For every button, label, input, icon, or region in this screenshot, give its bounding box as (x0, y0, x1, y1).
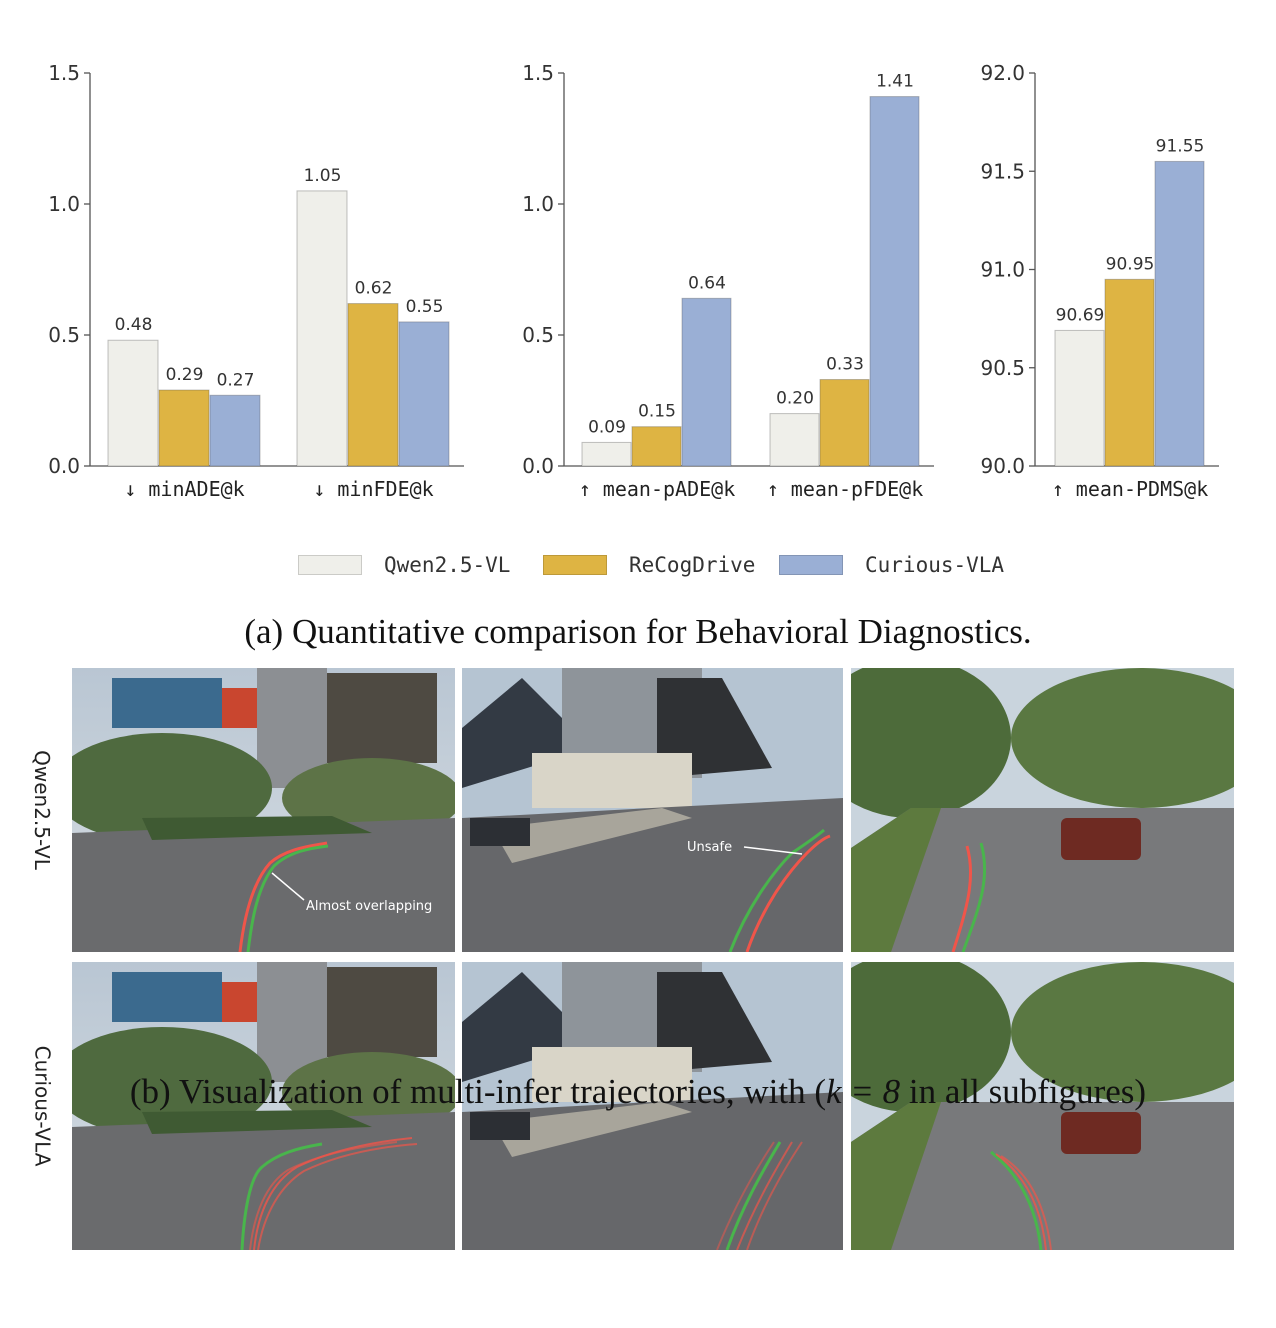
caption-a: (a) Quantitative comparison for Behavior… (244, 612, 1032, 651)
y-tick-label: 1.0 (522, 192, 554, 216)
legend-swatch-curious (779, 555, 843, 575)
scene-2-curious (462, 962, 843, 1250)
y-tick-label: 1.5 (522, 61, 554, 85)
y-tick-label: 91.5 (980, 159, 1025, 183)
caption-b-math: k = 8 (825, 1072, 901, 1111)
bar-qwen2-5-vl (107, 339, 159, 467)
bar-curious-vla (869, 96, 920, 467)
bar-charts: 0.0 0.5 1.0 1.5 0.48 0.29 0.27 ↓ minADE@k 1.05 0.… (48, 61, 1219, 501)
bar-qwen2-5-vl (581, 441, 632, 467)
y-tick-label: 0.0 (522, 454, 554, 478)
y-tick-label: 0.0 (48, 454, 80, 478)
bar-curious-vla (681, 297, 732, 467)
annot-unsafe: Unsafe (687, 840, 732, 855)
x-category-label: ↑ mean-pADE@k (579, 477, 736, 501)
legend-label-curious: Curious-VLA (865, 553, 1005, 577)
data-label: 0.27 (217, 370, 255, 390)
y-tick-label: 91.0 (980, 258, 1025, 282)
caption-b-post: in all subfigures) (900, 1072, 1147, 1111)
bar-recogdrive (631, 426, 682, 467)
y-tick-label: 0.5 (48, 323, 80, 347)
y-tick-label: 90.5 (980, 356, 1025, 380)
y-tick-label: 1.5 (48, 61, 80, 85)
y-tick-label: 1.0 (48, 192, 80, 216)
y-tick-label: 90.0 (980, 454, 1025, 478)
legend-swatch-recogdrive (543, 555, 607, 575)
bar-recogdrive (1104, 278, 1155, 467)
x-category-label: ↓ minFDE@k (313, 477, 433, 501)
scene-1-qwen: Almost overlapping (72, 668, 455, 952)
bar-curious-vla (1154, 160, 1205, 467)
caption-b: (b) Visualization of multi-infer traject… (0, 1072, 1276, 1112)
legend-label-qwen: Qwen2.5-VL (384, 553, 511, 577)
chart-1: 0.0 0.5 1.0 1.5 0.48 0.29 0.27 ↓ minADE@k 1.05 0.… (48, 61, 464, 501)
y-tick-label: 92.0 (980, 61, 1025, 85)
x-category-label: ↓ minADE@k (124, 477, 244, 501)
bar-recogdrive (158, 389, 210, 467)
x-category-label: ↑ mean-pFDE@k (767, 477, 924, 501)
data-label: 1.41 (876, 72, 914, 92)
bar-qwen2-5-vl (769, 413, 820, 467)
data-label: 1.05 (304, 166, 342, 186)
data-label: 0.20 (776, 389, 814, 409)
scene-2-qwen: Unsafe (462, 668, 843, 952)
bar-curious-vla (209, 394, 261, 467)
legend-item-recogdrive: ReCogDrive (543, 548, 755, 582)
data-label: 0.15 (638, 402, 676, 422)
data-label: 0.48 (115, 315, 153, 335)
row-label-qwen-text: Qwen2.5-VL (30, 750, 55, 870)
chart-legend: Qwen2.5-VL ReCogDrive Curious-VLA (0, 548, 1276, 582)
data-label: 91.55 (1156, 136, 1205, 156)
data-label: 0.62 (355, 279, 393, 299)
legend-item-qwen: Qwen2.5-VL (298, 548, 510, 582)
y-tick-label: 0.5 (522, 323, 554, 347)
data-label: 0.09 (588, 417, 626, 437)
annot-overlap: Almost overlapping (306, 899, 432, 914)
bar-curious-vla (398, 321, 450, 467)
data-label: 0.55 (406, 297, 444, 317)
data-label: 90.95 (1106, 254, 1155, 274)
bar-recogdrive (819, 379, 870, 467)
data-label: 90.69 (1056, 305, 1105, 325)
bar-recogdrive (347, 303, 399, 467)
row-label-qwen: Qwen2.5-VL (12, 668, 72, 952)
legend-label-recogdrive: ReCogDrive (629, 553, 756, 577)
scene-3-qwen (851, 668, 1234, 952)
x-category-label: ↑ mean-PDMS@k (1052, 477, 1209, 501)
caption-b-pre: (b) Visualization of multi-infer traject… (129, 1072, 826, 1111)
legend-swatch-qwen (298, 555, 362, 575)
chart-2: 0.0 0.5 1.0 1.5 0.09 0.15 0.64 ↑ mean-pADE@k 0.2… (522, 61, 934, 501)
data-label: 0.33 (826, 355, 864, 375)
scene-1-curious (72, 962, 455, 1250)
chart-3: 90.0 90.5 91.0 91.5 92.0 90.69 90.95 91.55 ↑ mea… (980, 61, 1219, 501)
legend-item-curious: Curious-VLA (779, 548, 1004, 582)
bar-qwen2-5-vl (296, 190, 348, 467)
data-label: 0.29 (166, 365, 204, 385)
bar-qwen2-5-vl (1054, 329, 1105, 467)
data-label: 0.64 (688, 273, 726, 293)
scene-3-curious (851, 962, 1234, 1250)
